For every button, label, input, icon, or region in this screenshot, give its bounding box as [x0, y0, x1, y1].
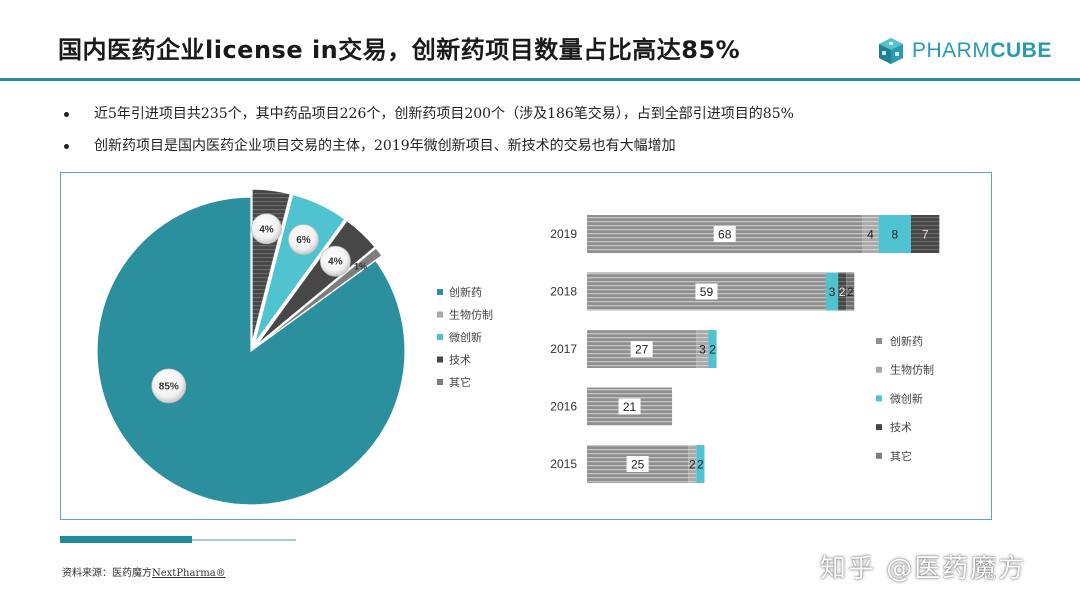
bullet-dot: [64, 144, 69, 149]
legend-swatch: [437, 379, 443, 385]
legend-label: 微创新: [890, 391, 923, 405]
data-label: 68: [718, 228, 732, 242]
bullet-text: 创新药项目是国内医药企业项目交易的主体，2019年微创新项目、新技术的交易也有大…: [94, 138, 676, 154]
legend-label: 微创新: [449, 330, 482, 344]
data-label: 4: [867, 228, 874, 242]
legend-label: 创新药: [449, 285, 482, 299]
data-label: 25: [631, 458, 645, 472]
data-label: 2: [689, 458, 696, 472]
source-note: 资料来源：医药魔方NextPharma®: [62, 564, 226, 579]
bullet-list: 近5年引进项目共235个，其中药品项目226个，创新药项目200个（涉及186笔…: [64, 100, 794, 164]
pie-chart: 85% 4% 6% 4% 1%: [96, 188, 406, 506]
category-label: 2018: [550, 285, 577, 299]
bullet-item: 近5年引进项目共235个，其中药品项目226个，创新药项目200个（涉及186笔…: [64, 100, 794, 132]
bar-segment: [911, 215, 940, 253]
pie-slice-label: 6%: [296, 235, 311, 246]
bullet-dot: [64, 112, 69, 117]
data-label: 21: [623, 400, 637, 414]
legend-swatch: [437, 356, 443, 363]
pie-slice-label: 4%: [328, 257, 343, 268]
category-label: 2017: [550, 342, 577, 356]
legend-swatch: [876, 366, 882, 373]
bar-segment: [688, 445, 697, 483]
title-divider: [0, 78, 1080, 81]
legend-label: 创新药: [890, 334, 923, 348]
chart-panel: 85% 4% 6% 4% 1% 创新药 生物仿制 微创新 技术 其它 2019 68 4 8 7 2018…: [60, 172, 992, 520]
data-label: 2: [697, 458, 704, 472]
watermark: 知乎 @医药魔方: [820, 554, 1027, 584]
legend-swatch: [437, 289, 443, 295]
bar-segment: [838, 272, 847, 311]
bar-segment: [696, 445, 705, 483]
legend-label: 生物仿制: [449, 308, 493, 322]
data-label: 2: [847, 285, 854, 299]
legend-swatch: [437, 311, 443, 318]
bar-segment: [696, 330, 709, 368]
legend-swatch: [876, 452, 882, 459]
legend-swatch: [437, 334, 443, 340]
pharmcube-logo: PHARMCUBE: [876, 36, 1052, 66]
data-label: 2: [839, 285, 846, 299]
category-label: 2019: [550, 227, 577, 241]
page-title: 国内医药企业license in交易，创新药项目数量占比高达85%: [58, 36, 741, 64]
source-prefix: 资料来源：医药魔方: [62, 568, 152, 579]
logo-text: PHARMCUBE: [912, 39, 1052, 63]
legend-swatch: [876, 395, 882, 402]
data-label: 7: [922, 228, 929, 242]
legend-label: 其它: [890, 449, 912, 463]
category-label: 2016: [550, 400, 577, 414]
legend-swatch: [876, 338, 882, 344]
data-label: 27: [635, 343, 649, 357]
source-brand: NextPharma®: [152, 568, 226, 579]
data-label-box: [713, 226, 736, 242]
data-label: 2: [709, 343, 716, 357]
footer-accent-bar: [60, 536, 192, 543]
data-label: 8: [891, 228, 898, 242]
bar-segment: [878, 215, 911, 253]
pie-label-bubble: [251, 213, 282, 245]
bar-segment: [708, 330, 717, 368]
data-label: 3: [699, 343, 706, 357]
bar-segment: [846, 272, 855, 311]
data-label-box: [630, 341, 653, 357]
bullet-text: 近5年引进项目共235个，其中药品项目226个，创新药项目200个（涉及186笔…: [94, 106, 794, 122]
pie-label-bubble: [319, 245, 351, 277]
legend-swatch: [876, 424, 882, 431]
pie-label-bubble: [151, 368, 187, 404]
footer-accent-line: [192, 539, 296, 541]
category-label: 2015: [550, 457, 577, 471]
logo-suffix: CUBE: [990, 39, 1052, 62]
cube-icon: [879, 38, 903, 64]
pie-slice-label: 85%: [159, 381, 179, 392]
data-label-box: [618, 398, 641, 415]
bar-segment: [862, 215, 879, 253]
legend-label: 技术: [890, 421, 912, 434]
bullet-item: 创新药项目是国内医药企业项目交易的主体，2019年微创新项目、新技术的交易也有大…: [64, 132, 794, 164]
pie-slice-label: 1%: [354, 262, 367, 272]
pie-label-bubble: [288, 224, 319, 255]
pie-slice: [256, 247, 383, 347]
logo-prefix: PHARM: [912, 39, 991, 62]
legend-label: 其它: [449, 375, 471, 389]
pie-slice-label: 4%: [259, 224, 274, 235]
legend-label: 生物仿制: [890, 363, 934, 377]
bar-segment: [825, 272, 839, 311]
data-label: 59: [700, 285, 714, 299]
data-label-box: [626, 456, 649, 472]
data-label: 3: [829, 285, 836, 299]
data-label-box: [695, 283, 718, 300]
legend-label: 技术: [449, 354, 471, 367]
pie-slice: [253, 193, 346, 345]
pie-slice: [96, 196, 406, 506]
